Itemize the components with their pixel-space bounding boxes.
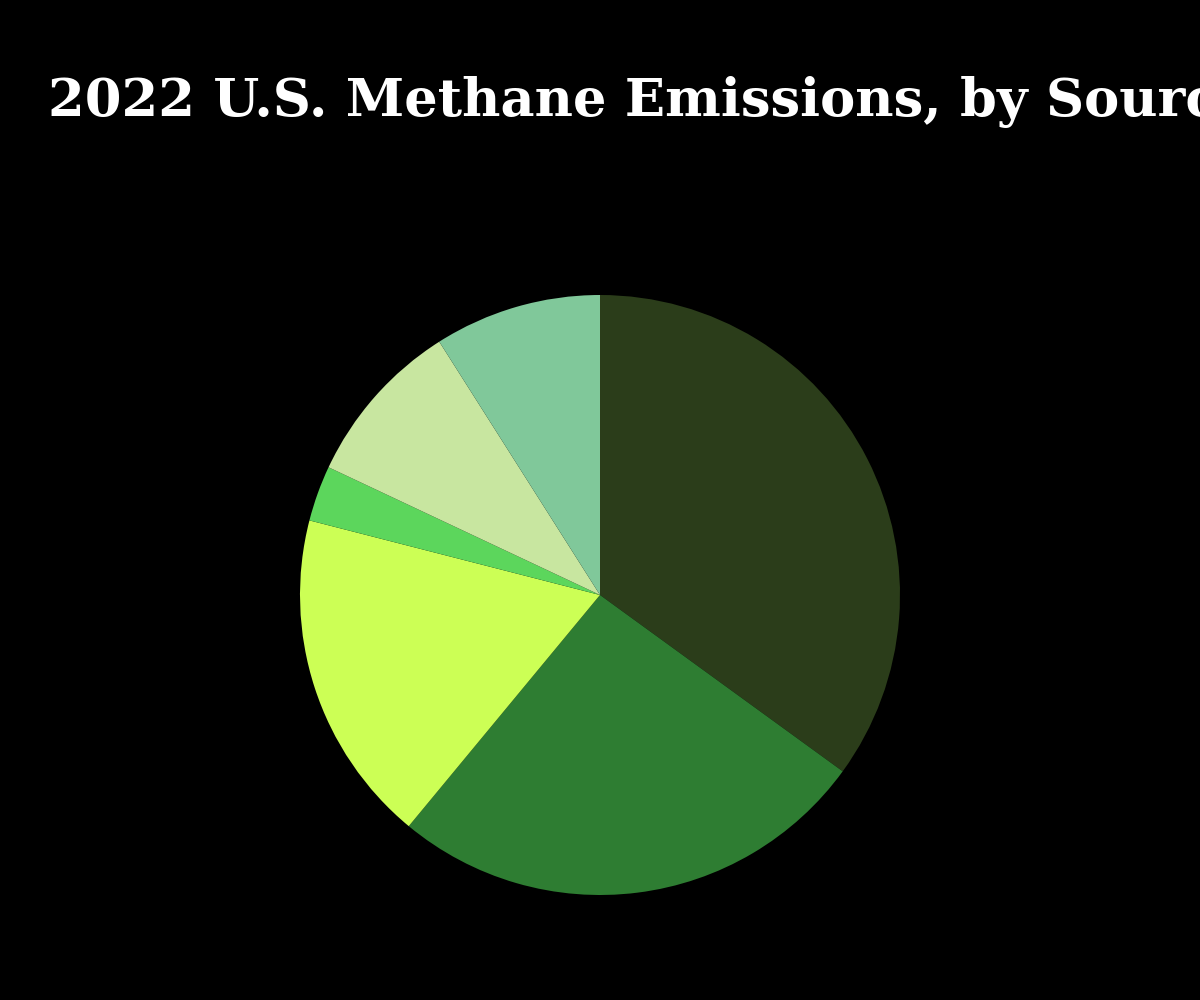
Text: 2022 U.S. Methane Emissions, by Source: 2022 U.S. Methane Emissions, by Source: [48, 76, 1200, 128]
Wedge shape: [329, 342, 600, 595]
Wedge shape: [439, 295, 600, 595]
Wedge shape: [409, 595, 842, 895]
Wedge shape: [600, 295, 900, 771]
Wedge shape: [300, 520, 600, 826]
Wedge shape: [310, 467, 600, 595]
